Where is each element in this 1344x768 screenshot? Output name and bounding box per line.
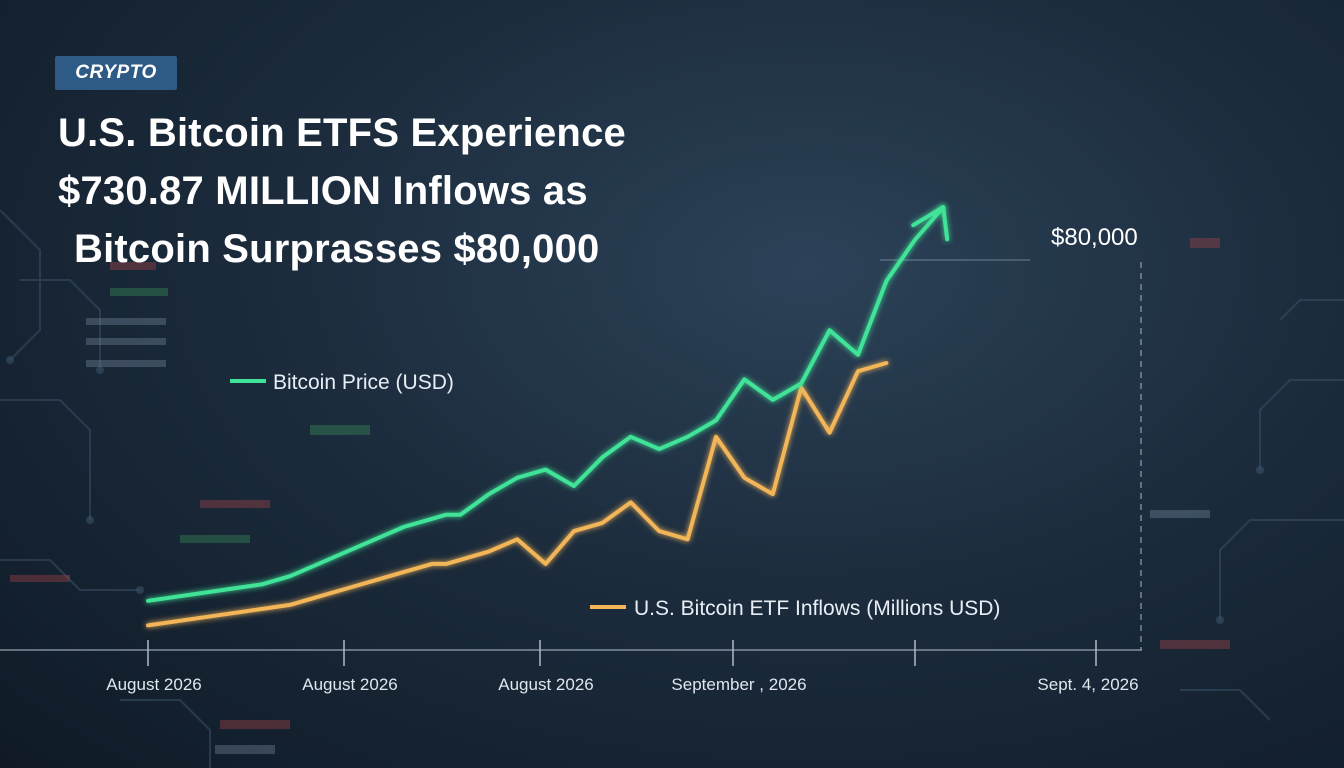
headline: U.S. Bitcoin ETFS Experience $730.87 MIL… (58, 104, 738, 278)
x-tick-label: August 2026 (302, 675, 397, 694)
headline-line-3: Bitcoin Surprasses $80,000 (74, 227, 600, 271)
category-tag[interactable]: CRYPTO (55, 56, 177, 90)
x-tick-label: Sept. 4, 2026 (1037, 675, 1138, 694)
series-line-etf-inflows (146, 361, 889, 628)
legend-label-etf-inflows: U.S. Bitcoin ETF Inflows (Millions USD) (634, 597, 1000, 620)
price-arrow-head (911, 205, 950, 242)
x-tick-label: August 2026 (106, 675, 201, 694)
x-tick-label: August 2026 (498, 675, 593, 694)
callout-80000-label: $80,000 (1051, 224, 1138, 251)
x-tick-label: September , 2026 (671, 675, 806, 694)
legend-label-bitcoin-price: Bitcoin Price (USD) (273, 371, 454, 394)
headline-line-2: $730.87 MILLION Inflows as (58, 169, 588, 213)
headline-line-1: U.S. Bitcoin ETFS Experience (58, 111, 626, 155)
series-line-bitcoin-price (146, 205, 946, 603)
